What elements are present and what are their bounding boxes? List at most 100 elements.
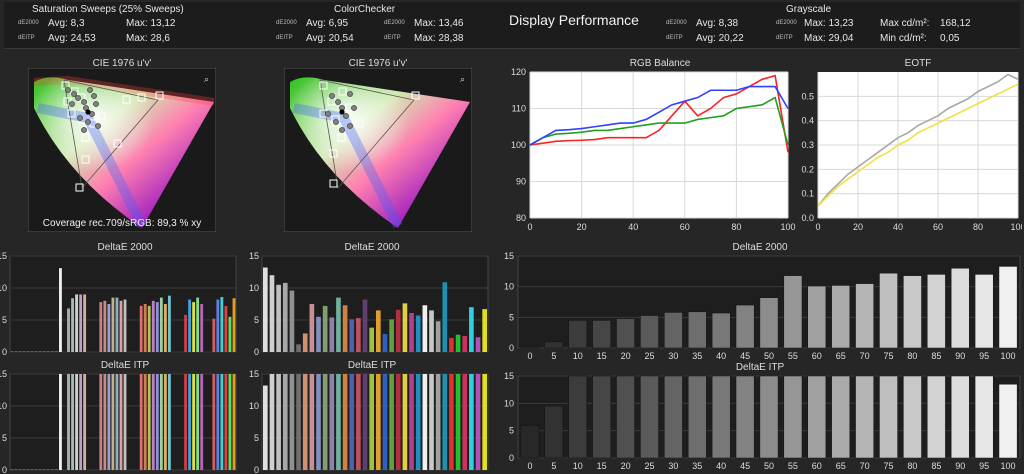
y-tick-label: 10 bbox=[504, 398, 514, 408]
bar bbox=[289, 374, 295, 470]
gs-avg-de2000: Avg: 8,38 bbox=[696, 18, 739, 29]
bar bbox=[79, 374, 83, 470]
bar bbox=[200, 304, 204, 352]
bar bbox=[926, 375, 946, 459]
x-tick-label: 0 bbox=[527, 222, 532, 232]
cie1-zoom-icon[interactable]: ⌕ bbox=[204, 74, 209, 84]
x-tick-label: 35 bbox=[692, 351, 702, 361]
bar bbox=[309, 374, 315, 470]
x-tick-label: 85 bbox=[931, 351, 941, 361]
series-line bbox=[817, 83, 1019, 207]
bar bbox=[196, 374, 200, 470]
bar bbox=[269, 374, 275, 470]
x-tick-label: 100 bbox=[1001, 461, 1016, 471]
bar bbox=[192, 374, 196, 470]
gs-itp-chart: 0 5 10 15 0 5 10 15 20 25 30 35 40 45 50 55 60 65 70 75 80 85… bbox=[504, 371, 1021, 471]
bar bbox=[482, 309, 488, 352]
x-tick-label: 65 bbox=[836, 351, 846, 361]
cie1-whitepoint bbox=[85, 109, 91, 115]
bar bbox=[362, 374, 368, 470]
bar bbox=[147, 305, 151, 352]
x-tick-label: 15 bbox=[597, 461, 607, 471]
bar bbox=[592, 320, 612, 349]
plot-area bbox=[261, 255, 489, 353]
cc-metric-deitp-b: dEITP bbox=[384, 35, 401, 41]
x-tick-label: 50 bbox=[764, 461, 774, 471]
bar bbox=[224, 374, 228, 470]
bar bbox=[232, 374, 236, 470]
gs-avg-deitp: Avg: 20,22 bbox=[696, 33, 744, 44]
bar bbox=[831, 375, 851, 459]
x-tick-label: 30 bbox=[668, 461, 678, 471]
cie1-title: CIE 1976 u'v' bbox=[92, 58, 152, 69]
bar bbox=[336, 374, 341, 470]
cie2-diagram[interactable]: ⌕ bbox=[284, 68, 472, 232]
bar bbox=[216, 374, 220, 470]
bar bbox=[184, 314, 187, 352]
gs-max-cd-label: Max cd/m²: bbox=[880, 18, 930, 29]
x-tick-label: 40 bbox=[716, 461, 726, 471]
bar bbox=[139, 305, 143, 352]
cc-de2000-title: DeltaE 2000 bbox=[344, 242, 400, 253]
bar bbox=[296, 344, 301, 352]
bar bbox=[389, 319, 394, 352]
bar bbox=[10, 351, 14, 352]
bar bbox=[389, 374, 394, 470]
bar bbox=[616, 375, 635, 459]
cie2-whitepoint bbox=[339, 109, 345, 115]
cie2-zoom-icon[interactable]: ⌕ bbox=[460, 74, 465, 84]
y-tick-label: 0.0 bbox=[801, 213, 814, 223]
x-tick-label: 50 bbox=[764, 351, 774, 361]
cc-metric-de2000-b: dE2000 bbox=[384, 20, 405, 26]
bar bbox=[155, 302, 159, 352]
bar bbox=[119, 300, 123, 352]
bar bbox=[903, 275, 922, 349]
bar bbox=[442, 374, 448, 470]
bar bbox=[664, 312, 683, 349]
bar bbox=[415, 315, 421, 352]
bar bbox=[14, 351, 18, 352]
y-tick-label: 0 bbox=[2, 347, 7, 356]
bar bbox=[449, 337, 454, 352]
bar bbox=[469, 374, 474, 470]
bar bbox=[151, 374, 155, 470]
display-performance-title: Display Performance bbox=[509, 12, 639, 28]
bar bbox=[735, 375, 755, 459]
y-tick-label: 100 bbox=[511, 140, 526, 150]
bar bbox=[544, 405, 564, 459]
bar bbox=[38, 351, 42, 352]
bar bbox=[71, 374, 74, 470]
bar bbox=[269, 275, 275, 352]
bar bbox=[188, 374, 192, 470]
bar bbox=[276, 284, 281, 352]
sat-de2000-chart: 0 5 10 15 bbox=[0, 252, 237, 356]
x-tick-label: 95 bbox=[979, 351, 989, 361]
bar bbox=[950, 375, 970, 459]
bar bbox=[664, 375, 683, 459]
sat-itp-title: DeltaE ITP bbox=[100, 360, 150, 371]
sat-metric-de2000: dE2000 bbox=[18, 20, 39, 26]
bar bbox=[216, 299, 220, 352]
bar bbox=[151, 300, 155, 352]
x-tick-label: 20 bbox=[621, 461, 631, 471]
bar bbox=[903, 375, 922, 459]
y-tick-label: 0.4 bbox=[801, 116, 814, 126]
x-tick-label: 20 bbox=[853, 222, 863, 232]
x-tick-label: 25 bbox=[644, 461, 654, 471]
bar bbox=[429, 374, 434, 470]
sat-itp-chart: 0 5 10 15 bbox=[0, 370, 237, 474]
x-tick-label: 55 bbox=[788, 351, 798, 361]
bar bbox=[38, 469, 42, 470]
bar bbox=[369, 327, 375, 352]
bar bbox=[998, 266, 1018, 349]
cc-avg-deitp: Avg: 20,54 bbox=[306, 33, 354, 44]
cie1-coverage-text: Coverage rec.709/sRGB: 89,3 % xy bbox=[43, 218, 201, 229]
cie1-diagram[interactable]: ⌕ Coverage rec.709/sRGB: 89,3 % xy bbox=[28, 68, 216, 232]
bar bbox=[46, 469, 50, 470]
y-tick-label: 90 bbox=[516, 177, 526, 187]
bar bbox=[18, 351, 22, 352]
y-tick-label: 0 bbox=[509, 343, 514, 353]
y-tick-label: 80 bbox=[516, 213, 526, 223]
gs-min-cd-value: 0,05 bbox=[940, 33, 960, 44]
x-tick-label: 80 bbox=[973, 222, 983, 232]
